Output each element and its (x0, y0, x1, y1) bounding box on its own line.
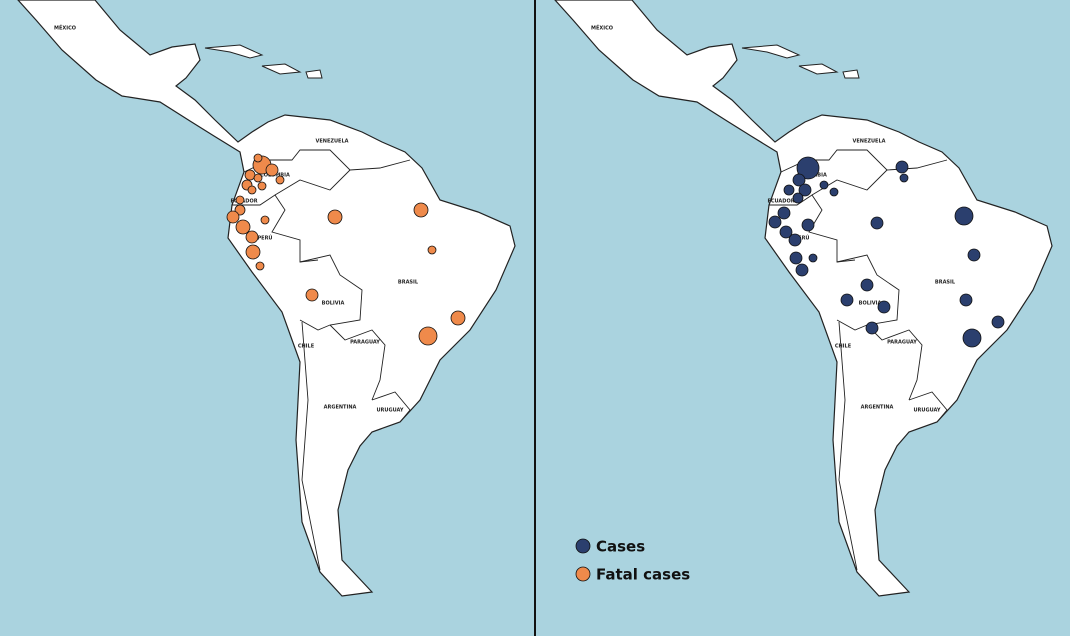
case-bubble (275, 175, 285, 185)
case-bubble (877, 300, 891, 314)
case-bubble (413, 202, 429, 218)
case-bubble (819, 180, 829, 190)
country-label: PARAGUAY (887, 340, 917, 346)
legend-label: Cases (596, 538, 645, 556)
country-label: VENEZUELA (315, 139, 348, 145)
case-bubble (954, 206, 974, 226)
case-bubble (245, 244, 261, 260)
case-bubble (798, 183, 812, 197)
country-label: PERÚ (795, 235, 810, 242)
country-label: MÉXICO (591, 24, 613, 32)
case-bubble (260, 215, 270, 225)
case-bubble (788, 233, 802, 247)
case-bubble (265, 163, 279, 177)
country-label: URUGUAY (914, 408, 941, 414)
country-label: BRASIL (935, 280, 956, 286)
legend-swatch (575, 538, 591, 554)
case-bubble (253, 173, 263, 183)
case-bubble (244, 169, 256, 181)
country-label: MÉXICO (54, 24, 76, 32)
case-bubble (808, 253, 818, 263)
case-bubble (796, 156, 820, 180)
country-label: ARGENTINA (324, 405, 357, 411)
case-bubble (870, 216, 884, 230)
country-label: BRASIL (398, 280, 419, 286)
country-label: BOLIVIA (859, 301, 882, 307)
country-label: PARAGUAY (350, 340, 380, 346)
country-label: ARGENTINA (861, 405, 894, 411)
country-label: CHILE (298, 344, 315, 350)
case-bubble (783, 184, 795, 196)
legend-label: Fatal cases (596, 566, 690, 584)
case-bubble (795, 263, 809, 277)
case-bubble (840, 293, 854, 307)
case-bubble (427, 245, 437, 255)
case-bubble (865, 321, 879, 335)
case-bubble (792, 192, 804, 204)
country-label: BOLIVIA (322, 301, 345, 307)
case-bubble (895, 160, 909, 174)
case-bubble (779, 225, 793, 239)
legend-swatch (575, 566, 591, 582)
case-bubble (257, 181, 267, 191)
case-bubble (829, 187, 839, 197)
case-bubble (991, 315, 1005, 329)
country-label: URUGUAY (377, 408, 404, 414)
map-panel: MÉXICOVENEZUELACOLOMBIAECUADORPERÚBRASIL… (554, 0, 1053, 597)
case-bubble (792, 173, 806, 187)
case-bubble (235, 219, 251, 235)
case-bubble (245, 230, 259, 244)
map-panel: MÉXICOVENEZUELACOLOMBIAECUADORPERÚBRASIL… (17, 0, 516, 597)
case-bubble (247, 185, 257, 195)
case-bubble (962, 328, 982, 348)
country-label: VENEZUELA (852, 139, 885, 145)
case-bubble (801, 218, 815, 232)
case-bubble (959, 293, 973, 307)
case-bubble (255, 261, 265, 271)
case-bubble (235, 195, 245, 205)
case-bubble (327, 209, 343, 225)
country-label: ECUADOR (767, 199, 794, 205)
case-bubble (789, 251, 803, 265)
case-bubble (253, 153, 263, 163)
case-bubble (860, 278, 874, 292)
case-bubble (418, 326, 438, 346)
case-bubble (305, 288, 319, 302)
case-bubble (768, 215, 782, 229)
case-bubble (777, 206, 791, 220)
case-bubble (967, 248, 981, 262)
case-bubble (450, 310, 466, 326)
country-label: CHILE (835, 344, 852, 350)
case-bubble (226, 210, 240, 224)
country-label: PERÚ (258, 235, 273, 242)
case-bubble (899, 173, 909, 183)
